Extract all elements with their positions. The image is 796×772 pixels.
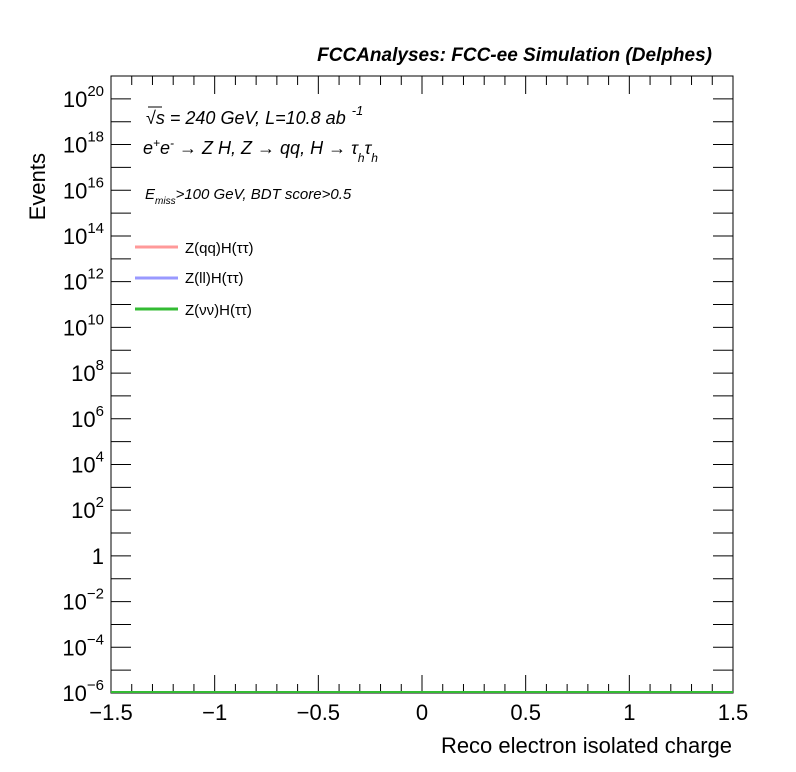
- sel-sub: miss: [155, 196, 176, 207]
- plot-frame: [110, 75, 734, 694]
- y-tick-exponent: −2: [87, 586, 104, 603]
- proc-plus: +: [153, 136, 160, 150]
- y-tick-base: 10: [71, 407, 95, 432]
- y-tick-base: 10: [71, 498, 95, 523]
- y-tick-exponent: 12: [87, 266, 104, 283]
- x-axis-tick-labels: −1.5 −1 −0.5 0 0.5 1 1.5: [89, 700, 748, 725]
- y-tick-exponent: 18: [87, 129, 104, 146]
- y-tick-base: 10: [62, 635, 86, 660]
- y-tick-label: 1012: [63, 266, 104, 295]
- y-tick-label: 1018: [63, 129, 104, 158]
- y-tick-exponent: 20: [87, 83, 104, 100]
- x-tick-label: −1: [202, 700, 227, 725]
- y-tick-base: 10: [63, 178, 87, 203]
- legend-label-zll: Z(ll)H(ττ): [185, 270, 244, 287]
- y-tick-exponent: 10: [87, 311, 104, 328]
- y-axis-ticks: [111, 75, 733, 694]
- annotation-process: e+e- → Z H, Z → qq, H → τhτh: [143, 136, 378, 165]
- legend-label-znn: Z(νν)H(ττ): [185, 302, 252, 319]
- x-tick-label: 0.5: [510, 700, 541, 725]
- y-tick-base: 10: [63, 224, 87, 249]
- proc-minus: -: [170, 136, 174, 150]
- y-tick-exponent: −4: [87, 631, 104, 648]
- y-tick-exponent: 14: [87, 220, 104, 237]
- proc-text: → Z H, Z → qq, H →: [174, 138, 351, 158]
- sel-e: E: [145, 186, 156, 203]
- lumi-exponent: -1: [352, 103, 364, 118]
- y-tick-exponent: −6: [87, 677, 104, 694]
- x-axis-title: Reco electron isolated charge: [441, 733, 732, 758]
- y-tick-label: 1016: [63, 174, 104, 203]
- y-tick-label: 106: [71, 403, 104, 432]
- y-tick-base: 10: [63, 87, 87, 112]
- y-tick-base: 10: [62, 590, 86, 615]
- y-tick-label: 1020: [63, 83, 104, 112]
- y-tick-base: 10: [71, 361, 95, 386]
- y-tick-base: 10: [63, 315, 87, 340]
- x-tick-label: 0: [416, 700, 428, 725]
- x-tick-label: −1.5: [89, 700, 132, 725]
- y-tick-label: 1014: [63, 220, 104, 249]
- y-axis-tick-labels: 10−610−410−21102104106108101010121014101…: [62, 83, 104, 706]
- y-tick-base: 1: [92, 544, 104, 569]
- y-tick-label: 1: [92, 544, 104, 569]
- proc-e: e: [143, 138, 153, 158]
- y-tick-label: 10−6: [62, 677, 104, 706]
- proc-tau1: τ: [351, 138, 359, 158]
- y-tick-exponent: 2: [96, 494, 104, 511]
- proc-tau2: τ: [365, 138, 373, 158]
- y-tick-label: 102: [71, 494, 104, 523]
- x-axis-ticks: [110, 76, 734, 693]
- y-tick-exponent: 6: [96, 403, 104, 420]
- x-tick-label: 1: [623, 700, 635, 725]
- proc-sub1: h: [358, 151, 365, 165]
- x-tick-label: −0.5: [297, 700, 340, 725]
- y-tick-label: 104: [71, 448, 104, 477]
- y-tick-label: 10−2: [62, 586, 104, 615]
- y-tick-base: 10: [71, 452, 95, 477]
- y-axis-title: Events: [25, 153, 50, 220]
- y-tick-base: 10: [63, 133, 87, 158]
- chart-header-title: FCCAnalyses: FCC-ee Simulation (Delphes): [317, 45, 712, 66]
- sqrt-s: √s: [146, 108, 165, 128]
- y-tick-base: 10: [63, 270, 87, 295]
- annotation-energy-lumi: √s = 240 GeV, L=10.8 ab -1: [146, 103, 363, 128]
- proc-e2: e: [160, 138, 170, 158]
- legend: Z(qq)H(ττ) Z(ll)H(ττ) Z(νν)H(ττ): [135, 240, 254, 319]
- y-tick-label: 1010: [63, 311, 104, 340]
- legend-label-zqq: Z(qq)H(ττ): [185, 240, 254, 257]
- y-tick-label: 108: [71, 357, 104, 386]
- energy-lumi-text: = 240 GeV, L=10.8 ab: [165, 108, 346, 128]
- y-tick-exponent: 4: [96, 448, 104, 465]
- sel-text: >100 GeV, BDT score>0.5: [176, 186, 352, 203]
- y-tick-label: 10−4: [62, 631, 104, 660]
- y-tick-exponent: 8: [96, 357, 104, 374]
- annotation-selection: Emiss>100 GeV, BDT score>0.5: [145, 186, 352, 207]
- x-tick-label: 1.5: [718, 700, 749, 725]
- y-tick-exponent: 16: [87, 174, 104, 191]
- y-tick-base: 10: [62, 681, 86, 706]
- proc-sub2: h: [371, 151, 378, 165]
